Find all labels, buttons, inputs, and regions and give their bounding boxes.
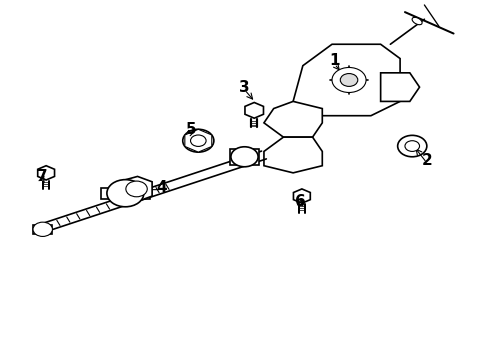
Text: 4: 4 xyxy=(156,180,167,195)
Polygon shape xyxy=(380,73,419,102)
Polygon shape xyxy=(264,102,322,137)
Polygon shape xyxy=(244,103,263,118)
Circle shape xyxy=(107,180,143,207)
Polygon shape xyxy=(264,137,322,173)
Text: 5: 5 xyxy=(185,122,196,138)
Polygon shape xyxy=(38,166,55,180)
Circle shape xyxy=(331,67,366,93)
Polygon shape xyxy=(293,189,310,203)
Ellipse shape xyxy=(411,17,421,25)
Polygon shape xyxy=(229,149,259,165)
Circle shape xyxy=(183,129,213,152)
Polygon shape xyxy=(33,225,52,234)
Circle shape xyxy=(190,135,205,147)
Text: 3: 3 xyxy=(239,80,249,95)
Text: 7: 7 xyxy=(37,169,48,184)
Polygon shape xyxy=(184,129,211,152)
Polygon shape xyxy=(118,176,152,202)
Circle shape xyxy=(404,141,419,152)
Circle shape xyxy=(340,73,357,86)
Circle shape xyxy=(397,135,426,157)
Circle shape xyxy=(125,181,147,197)
Text: 1: 1 xyxy=(328,53,339,68)
Polygon shape xyxy=(292,44,399,116)
Text: 2: 2 xyxy=(421,153,431,168)
Text: 6: 6 xyxy=(294,194,305,209)
Polygon shape xyxy=(101,188,149,199)
Circle shape xyxy=(230,147,258,167)
Circle shape xyxy=(33,222,52,237)
